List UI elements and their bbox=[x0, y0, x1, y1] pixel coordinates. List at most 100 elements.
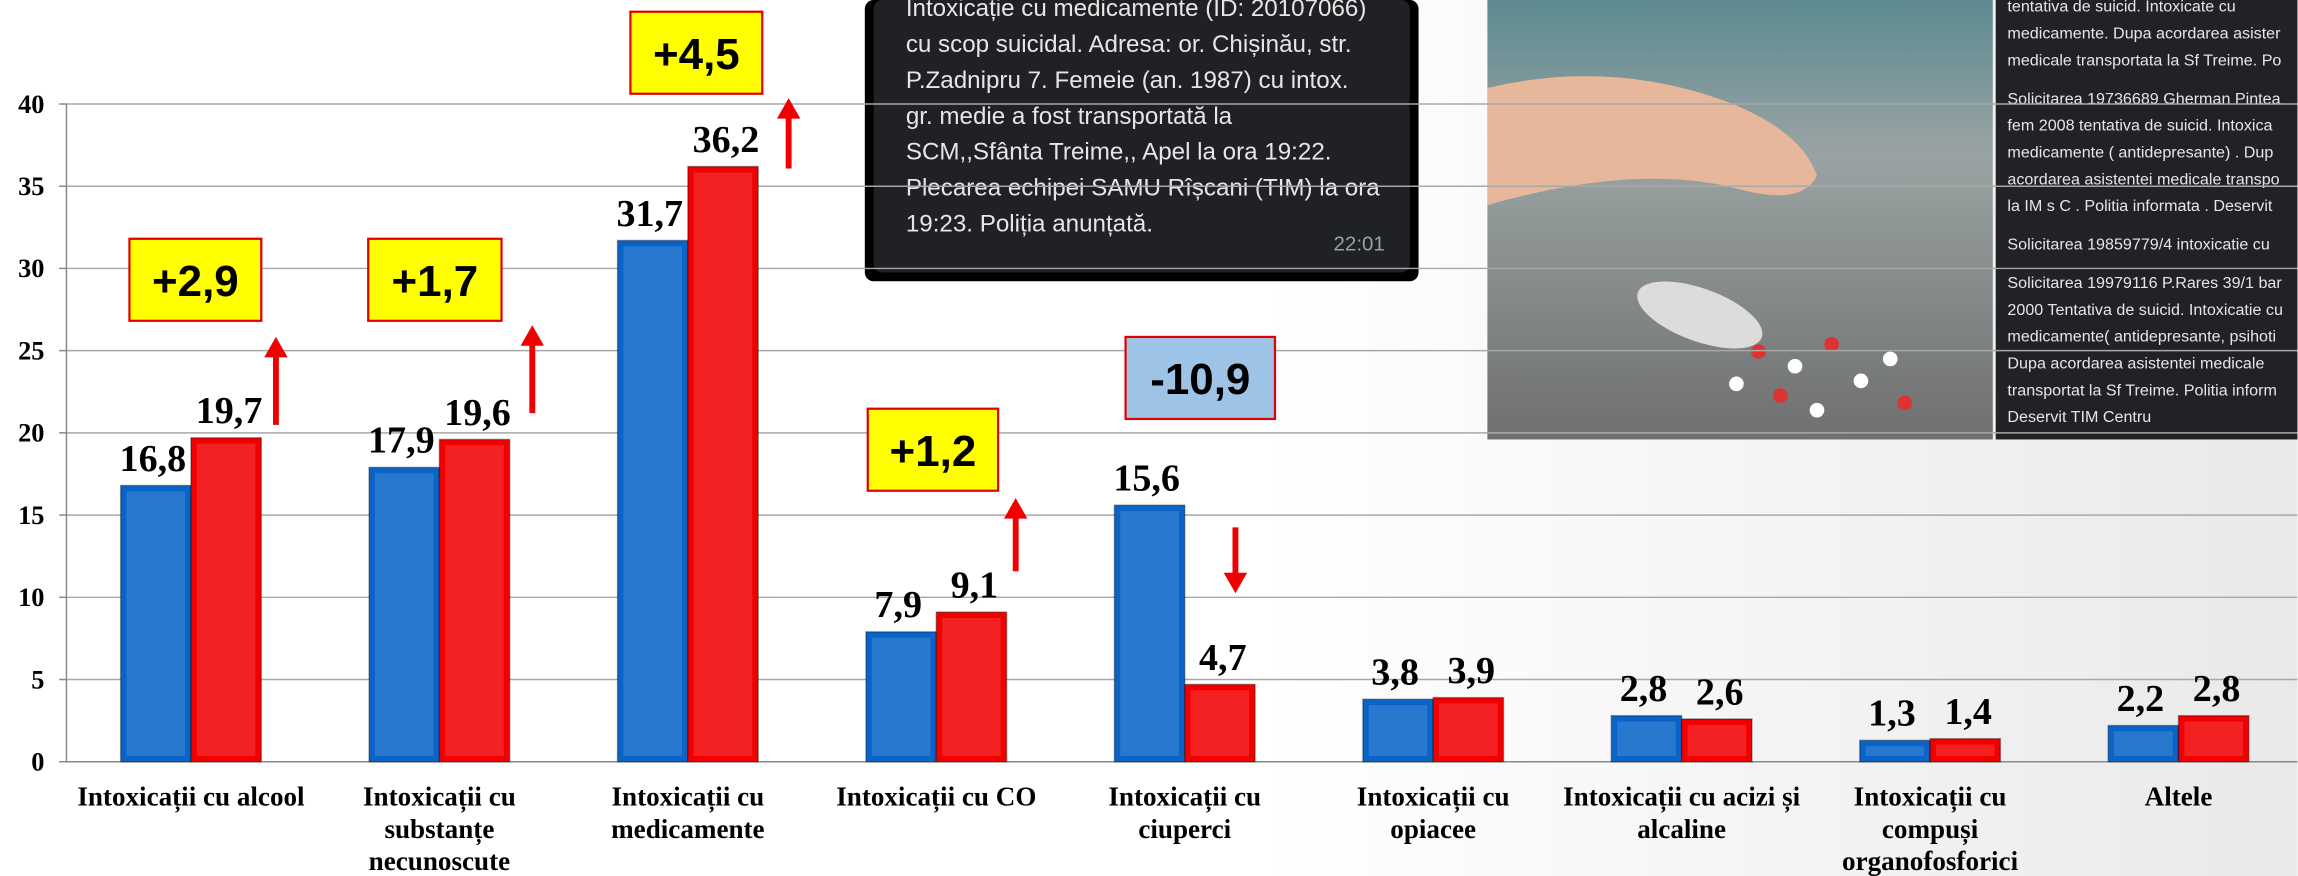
bar bbox=[1680, 718, 1753, 763]
y-tick-label: 10 bbox=[18, 583, 44, 612]
message-line: fem 2008 tentativa de suicid. Intoxica bbox=[2007, 117, 2272, 135]
value-label: 7,9 bbox=[874, 584, 922, 626]
bar bbox=[119, 484, 192, 763]
bar bbox=[935, 611, 1008, 763]
annotation: +2,9 bbox=[152, 257, 239, 306]
message-line: medicamente. Dupa acordarea asister bbox=[2007, 25, 2281, 43]
y-tick-label: 35 bbox=[18, 172, 44, 201]
bar-shine bbox=[1865, 746, 1925, 756]
x-tick-label: Intoxicații cu CO bbox=[836, 782, 1036, 813]
value-label: 3,8 bbox=[1371, 652, 1419, 694]
bar bbox=[368, 466, 441, 763]
message-line: Solicitarea 19859779/4 intoxicatie cu bbox=[2007, 236, 2269, 254]
value-label: 4,7 bbox=[1199, 637, 1247, 679]
bar-shine bbox=[623, 246, 682, 756]
message-line: acordarea asistentei medicale transpo bbox=[2007, 170, 2279, 188]
message-line: la IM s C . Politia informata . Deservit bbox=[2007, 197, 2273, 215]
message-line: medicale transportata la Sf Treime. Po bbox=[2007, 51, 2281, 69]
value-label: 2,8 bbox=[2193, 668, 2241, 710]
x-tick-label: Intoxicații cu ciuperci bbox=[1108, 782, 1261, 844]
bar bbox=[2107, 724, 2180, 763]
bar-group bbox=[1929, 737, 2002, 763]
message-line: Solicitarea 19736689 Gherman Pintea bbox=[2007, 90, 2280, 108]
value-label: 15,6 bbox=[1113, 458, 1180, 500]
message-line: transportat la Sf Treime. Politia inform bbox=[2007, 381, 2276, 399]
message-line: SCM,,Sfânta Treime,, Apel la ora 19:22. bbox=[906, 139, 1332, 166]
message-line: Plecarea echipei SAMU Rîșcani (TIM) la o… bbox=[906, 175, 1380, 202]
bar-shine bbox=[1617, 721, 1676, 756]
annotation-box bbox=[629, 10, 764, 95]
bar-group bbox=[1184, 683, 1256, 763]
message-line: cu scop suicidal. Adresa: or. Chișinău, … bbox=[906, 31, 1352, 58]
bar-group bbox=[1859, 739, 1931, 763]
bar bbox=[190, 437, 263, 763]
bar-shine bbox=[2114, 731, 2173, 756]
message-line: Deservit TIM Centru bbox=[2007, 408, 2151, 426]
bar bbox=[687, 165, 759, 763]
annotation-box bbox=[866, 407, 1000, 492]
value-label: 19,6 bbox=[444, 392, 511, 434]
value-label: 3,9 bbox=[1447, 650, 1495, 692]
arrow-head bbox=[520, 325, 545, 346]
bar bbox=[1184, 683, 1256, 763]
bar-shine bbox=[126, 491, 186, 756]
value-label: 1,4 bbox=[1944, 691, 1992, 733]
arrow-head bbox=[776, 98, 801, 119]
value-label: 2,2 bbox=[2117, 678, 2165, 720]
annotation-box bbox=[128, 237, 263, 322]
message-list bbox=[1995, 0, 2298, 440]
value-label: 36,2 bbox=[693, 119, 760, 161]
x-tick-label: Intoxicații cu substanțe necunoscute bbox=[363, 782, 516, 876]
y-tick-label: 25 bbox=[18, 336, 44, 365]
x-tick-label: Intoxicații cu medicamente bbox=[611, 782, 764, 844]
message-line: medicamente( antidepresante, psihoti bbox=[2007, 328, 2276, 346]
value-label: 19,7 bbox=[196, 390, 263, 432]
y-tick-label: 0 bbox=[31, 748, 44, 777]
x-tick-label: Intoxicații cu opiacee bbox=[1357, 782, 1510, 844]
bar-group bbox=[1610, 714, 1683, 763]
bar-shine bbox=[1687, 724, 1747, 756]
message-line: P.Zadnipru 7. Femeie (an. 1987) cu intox… bbox=[906, 67, 1349, 94]
bar-group bbox=[1432, 696, 1505, 763]
bar-shine bbox=[871, 637, 931, 756]
annotation: -10,9 bbox=[1150, 355, 1250, 404]
bar-group bbox=[687, 165, 759, 763]
value-label: 2,6 bbox=[1696, 671, 1744, 713]
arrow-head bbox=[264, 336, 288, 358]
bar bbox=[1929, 737, 2002, 763]
bar-group bbox=[616, 239, 689, 763]
x-tick-label: Altele bbox=[2145, 782, 2213, 812]
y-tick-label: 30 bbox=[18, 254, 44, 283]
value-label: 9,1 bbox=[951, 564, 999, 606]
value-label: 17,9 bbox=[368, 420, 435, 462]
message-box bbox=[873, 0, 1410, 273]
value-label: 31,7 bbox=[616, 193, 683, 235]
y-tick-label: 20 bbox=[18, 419, 44, 448]
annotation: +1,2 bbox=[890, 427, 977, 476]
annotation: +1,7 bbox=[391, 257, 478, 306]
bar-group bbox=[1113, 504, 1186, 763]
bar bbox=[865, 631, 938, 763]
message-line: 2000 Tentativa de suicid. Intoxicatie cu bbox=[2007, 301, 2283, 319]
y-tick-label: 15 bbox=[18, 501, 44, 530]
y-tick-label: 5 bbox=[31, 665, 44, 694]
photo bbox=[1487, 0, 1993, 440]
value-label: 1,3 bbox=[1868, 693, 1916, 735]
bar-shine bbox=[1368, 705, 1428, 756]
annotation-box bbox=[1124, 335, 1277, 421]
bar-shine bbox=[1190, 690, 1250, 756]
bar-group bbox=[2107, 724, 2180, 763]
bar bbox=[1113, 504, 1186, 763]
y-tick-label: 40 bbox=[18, 90, 44, 119]
bar bbox=[1432, 696, 1505, 763]
x-tick-label: Intoxicații cu acizi și alcaline bbox=[1563, 782, 1801, 844]
bar-group bbox=[438, 438, 511, 763]
bar-group bbox=[935, 611, 1008, 763]
bar-shine bbox=[445, 445, 504, 756]
bar-shine bbox=[693, 172, 753, 756]
bar-shine bbox=[1935, 744, 1995, 756]
bar-group bbox=[368, 466, 441, 763]
message-time: 22:01 bbox=[1334, 232, 1385, 255]
value-label: 16,8 bbox=[120, 438, 187, 480]
